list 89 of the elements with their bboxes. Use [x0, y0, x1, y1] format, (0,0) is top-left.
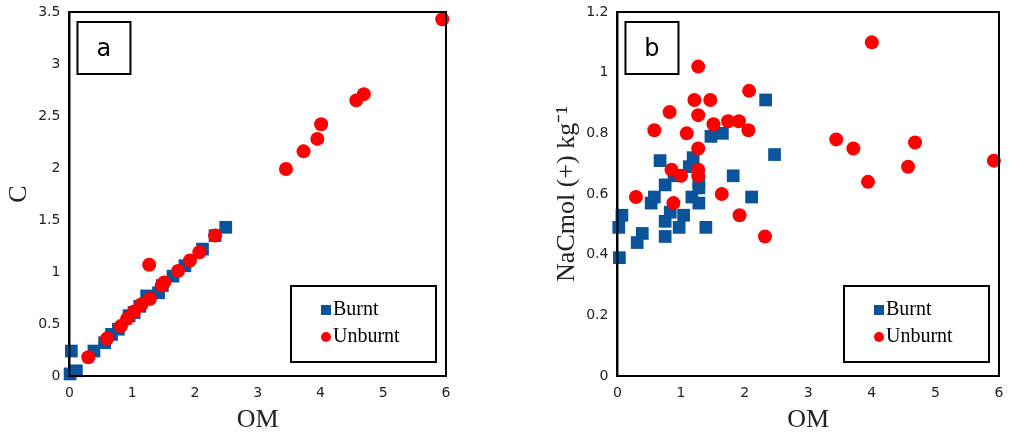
- x-tick-label: 4: [316, 384, 326, 401]
- point: [864, 35, 879, 50]
- legend-label: Unburnt: [333, 324, 401, 347]
- y-tick-label: 1.2: [586, 2, 609, 19]
- point: [706, 117, 721, 132]
- x-axis-title: OM: [787, 404, 830, 434]
- point: [726, 169, 740, 183]
- x-tick-label: 2: [190, 384, 200, 401]
- point: [142, 257, 157, 272]
- x-tick-label: 4: [867, 384, 877, 401]
- point: [829, 132, 844, 147]
- point: [745, 190, 758, 204]
- point: [714, 187, 729, 201]
- y-axis-title: C: [3, 185, 33, 203]
- point: [192, 245, 207, 260]
- y-tick-label: 2: [51, 158, 61, 175]
- point: [692, 196, 706, 210]
- point: [647, 123, 662, 138]
- x-tick-label: 0: [65, 384, 74, 401]
- y-tick-label: 3.5: [38, 2, 61, 19]
- point: [691, 108, 706, 123]
- point: [687, 92, 702, 107]
- point: [100, 331, 115, 346]
- y-axis-title: NaCmol (+) kg⁻¹: [551, 106, 581, 282]
- point: [666, 196, 681, 211]
- point: [901, 159, 916, 174]
- point: [679, 126, 694, 141]
- point: [635, 227, 649, 240]
- point: [674, 168, 689, 183]
- point: [908, 135, 923, 150]
- y-tick-label: 0.2: [586, 305, 609, 322]
- point: [691, 59, 706, 74]
- legend-label: Unburnt: [886, 324, 954, 347]
- x-tick-label: 3: [803, 384, 813, 401]
- y-tick-label: 0: [599, 366, 609, 383]
- point: [219, 220, 233, 234]
- point: [741, 123, 756, 138]
- legend-label: Burnt: [333, 297, 379, 320]
- point: [716, 126, 729, 140]
- point: [142, 292, 157, 307]
- point: [677, 208, 690, 222]
- annotation: a: [96, 34, 112, 63]
- point: [699, 221, 713, 234]
- point: [672, 221, 686, 234]
- point: [731, 114, 746, 129]
- point: [861, 174, 876, 189]
- y-tick-label: 1: [599, 63, 609, 80]
- annotation: b: [644, 34, 660, 63]
- y-tick-label: 1.5: [38, 210, 61, 227]
- point: [296, 144, 311, 159]
- point: [662, 105, 677, 120]
- point: [759, 93, 772, 107]
- y-tick-label: 0.6: [586, 184, 609, 201]
- x-tick-label: 6: [441, 384, 451, 401]
- point: [628, 190, 643, 205]
- y-tick-label: 0.4: [586, 245, 609, 262]
- point: [703, 92, 718, 107]
- point: [314, 117, 329, 132]
- y-tick-label: 0: [51, 366, 61, 383]
- x-axis-title: OM: [236, 404, 279, 434]
- x-tick-label: 5: [930, 384, 940, 401]
- x-tick-label: 0: [613, 384, 622, 401]
- x-tick-label: 1: [127, 384, 137, 401]
- point: [310, 131, 325, 146]
- y-tick-label: 1: [51, 262, 61, 279]
- point: [732, 208, 747, 223]
- point: [278, 162, 293, 177]
- point: [182, 253, 197, 268]
- x-tick-label: 1: [676, 384, 686, 401]
- x-tick-label: 3: [253, 384, 263, 401]
- x-tick-label: 2: [740, 384, 750, 401]
- legend-label: Burnt: [886, 297, 932, 320]
- y-tick-label: 2.5: [38, 106, 61, 123]
- y-tick-label: 0.8: [586, 123, 609, 140]
- point: [653, 154, 667, 167]
- point: [658, 230, 672, 243]
- point: [691, 141, 706, 156]
- point: [846, 141, 861, 156]
- point: [356, 87, 371, 102]
- x-tick-label: 6: [994, 384, 1004, 401]
- point: [757, 229, 772, 244]
- y-tick-label: 0.5: [38, 314, 61, 331]
- point: [81, 350, 96, 365]
- y-tick-label: 3: [51, 54, 61, 71]
- point: [768, 148, 781, 161]
- point: [742, 83, 757, 98]
- x-tick-label: 5: [378, 384, 388, 401]
- point: [647, 190, 661, 204]
- point: [171, 263, 186, 278]
